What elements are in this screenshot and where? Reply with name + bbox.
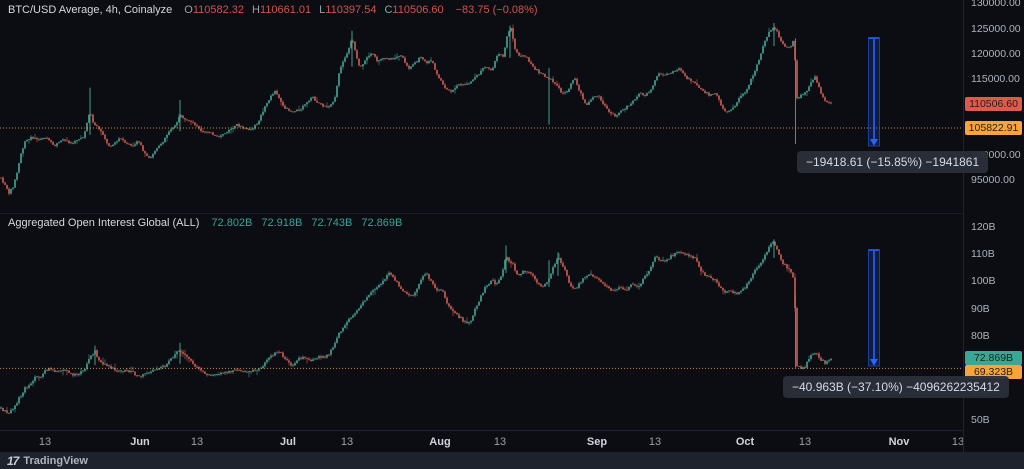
- price-axis-tick: 80B: [971, 330, 990, 342]
- oi-title: Aggregated Open Interest Global (ALL): [8, 217, 200, 229]
- time-scale[interactable]: 13 Jun 13 Jul 13 Aug 13 Sep 13 Oct 13 Nov 13: [0, 430, 963, 453]
- oi-open-value: 72.802B: [211, 217, 253, 229]
- oi-close-value: 72.869B: [361, 217, 403, 229]
- time-axis-tick: 13: [38, 436, 52, 448]
- price-axis-tick: 50B: [971, 414, 990, 426]
- time-axis-tick: Jun: [130, 436, 150, 448]
- chart-canvas[interactable]: [0, 0, 963, 452]
- price-axis-tick: 120000.00: [971, 48, 1021, 60]
- price-axis-tick: 110B: [971, 248, 995, 260]
- oi-high-value: 72.918B: [261, 217, 303, 229]
- time-axis-tick: 13: [190, 436, 204, 448]
- last-price-badge: 110506.60: [965, 97, 1022, 111]
- price-change: −83.75 (−0.08%): [455, 4, 538, 16]
- time-axis-tick: Nov: [888, 436, 910, 448]
- ohlc-low: L110397.54: [319, 4, 377, 16]
- time-axis-tick: 13: [798, 436, 812, 448]
- ohlc-close: C110506.60: [384, 4, 444, 16]
- oi-range-label[interactable]: −40.963B (−37.10%) −4096262235412: [783, 376, 1009, 398]
- time-axis-tick: Oct: [735, 436, 755, 448]
- price-axis-tick: 115000.00: [971, 73, 1020, 85]
- ohlc-open: O110582.32: [184, 4, 245, 16]
- price-axis-tick: 120B: [971, 221, 996, 233]
- price-axis-tick: 100B: [971, 275, 996, 287]
- time-axis-tick: Aug: [429, 436, 451, 448]
- price-axis-tick: 95000.00: [971, 174, 1015, 186]
- tradingview-logo[interactable]: 17 TradingView: [7, 454, 88, 468]
- tradingview-logo-text: TradingView: [23, 454, 88, 467]
- price-level-badge: 105822.91: [965, 121, 1022, 135]
- oi-level-badge: 69.323B: [965, 365, 1022, 379]
- ohlc-high: H110661.01: [252, 4, 312, 16]
- time-axis-tick: 13: [951, 436, 963, 448]
- oi-low-value: 72.743B: [311, 217, 353, 229]
- oi-last-badge: 72.869B: [965, 351, 1022, 365]
- price-axis-tick: 130000.00: [971, 0, 1021, 9]
- tradingview-logo-icon: 17: [7, 453, 19, 468]
- time-axis-tick: 13: [340, 436, 354, 448]
- price-range-tool: [868, 37, 880, 147]
- price-scale[interactable]: 110506.60 105822.91 72.869B 69.323B 1300…: [963, 0, 1024, 452]
- symbol-title: BTC/USD Average, 4h, Coinalyze: [8, 4, 173, 16]
- price-axis-tick: 90B: [971, 303, 990, 315]
- time-axis-tick: Sep: [586, 436, 608, 448]
- time-axis-tick: 13: [648, 436, 662, 448]
- oi-pane-legend[interactable]: Aggregated Open Interest Global (ALL) 72…: [8, 217, 411, 229]
- price-pane-legend[interactable]: BTC/USD Average, 4h, Coinalyze O110582.3…: [8, 4, 538, 16]
- price-range-tool: [868, 249, 880, 367]
- bottom-toolbar: 17 TradingView: [0, 452, 1024, 469]
- time-axis-tick: 13: [493, 436, 507, 448]
- price-axis-tick: 125000.00: [971, 23, 1021, 35]
- time-axis-tick: Jul: [280, 436, 296, 448]
- price-range-label[interactable]: −19418.61 (−15.85%) −1941861: [797, 151, 989, 173]
